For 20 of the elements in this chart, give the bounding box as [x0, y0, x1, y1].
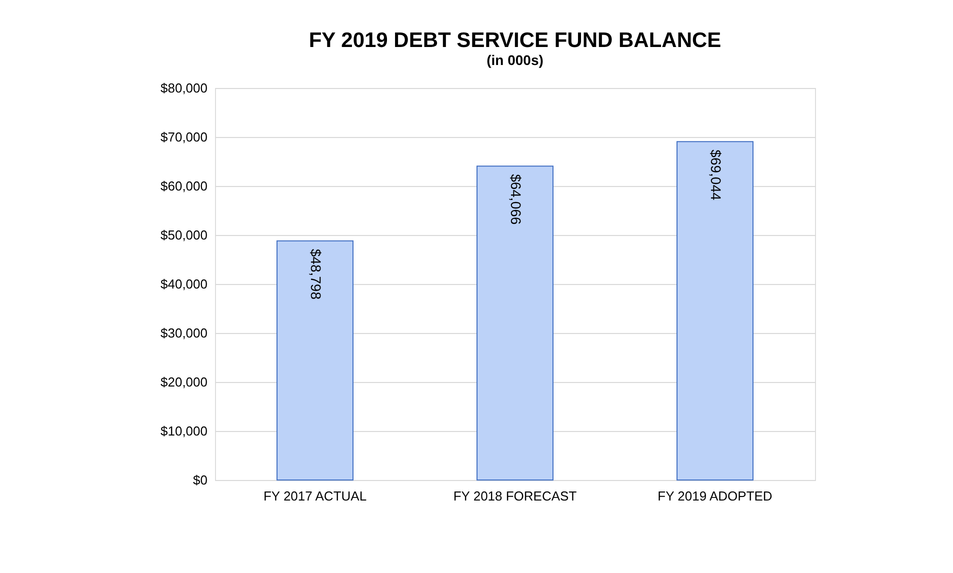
y-tick-label: $10,000: [160, 424, 208, 438]
y-tick-label: $70,000: [160, 130, 208, 144]
chart-title: FY 2019 DEBT SERVICE FUND BALANCE: [308, 29, 722, 52]
y-tick-label: $60,000: [160, 178, 208, 194]
y-tick-label: $20,000: [160, 374, 208, 390]
y-tick-label: $80,000: [160, 80, 208, 96]
bar: [476, 166, 554, 480]
y-tick-label: $40,000: [160, 276, 208, 292]
y-tick-label: $50,000: [160, 228, 208, 242]
bar: [276, 240, 354, 480]
chart-subtitle: (in 000s): [486, 52, 544, 68]
data-label: $69,044: [708, 150, 724, 201]
x-tick-label: FY 2019 ADOPTED: [658, 488, 772, 504]
x-tick-label: FY 2017 ACTUAL: [263, 488, 367, 504]
y-tick-label: $30,000: [160, 326, 208, 340]
data-label: $48,798: [308, 248, 324, 300]
data-label: $64,066: [508, 174, 524, 225]
x-tick-label: FY 2018 FORECAST: [453, 488, 577, 504]
y-tick-label: $0: [193, 472, 208, 488]
bar: [676, 141, 754, 480]
